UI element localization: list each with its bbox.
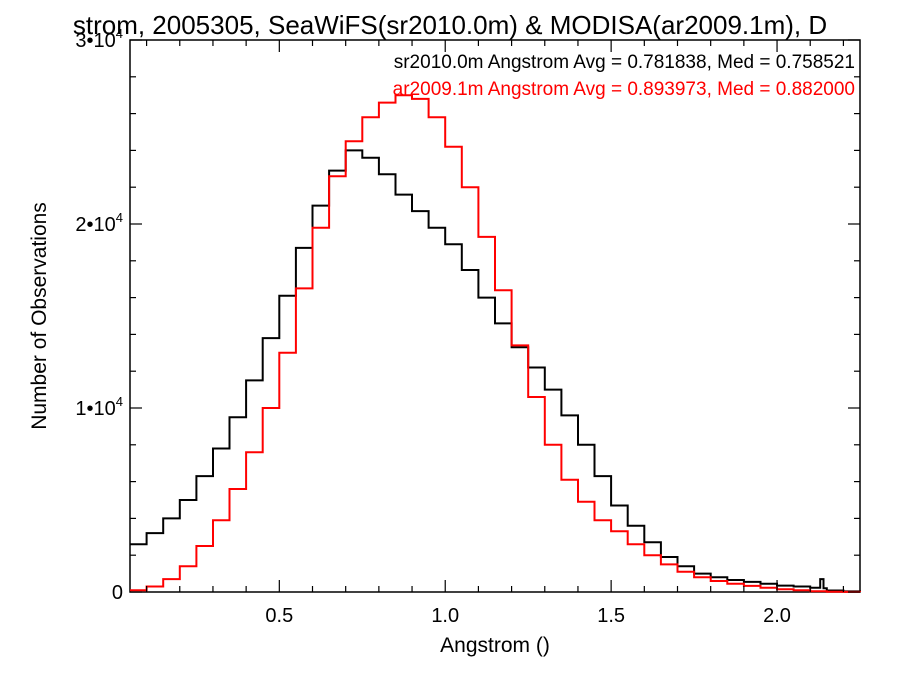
y-tick-label-1: 1•104 bbox=[75, 394, 123, 420]
legend-entry-sr2010: sr2010.0m Angstrom Avg = 0.781838, Med =… bbox=[394, 52, 855, 73]
x-tick-label-1: 1.0 bbox=[431, 605, 459, 627]
legend-entry-ar2009: ar2009.1m Angstrom Avg = 0.893973, Med =… bbox=[393, 79, 855, 100]
x-tick-label-0: 0.5 bbox=[265, 605, 293, 627]
y-axis-label: Number of Observations bbox=[28, 202, 51, 430]
plot-area: 0.5 1.0 1.5 2.0 0 1•104 2•104 3•104 bbox=[75, 26, 861, 627]
y-tick-label-0: 0 bbox=[112, 582, 123, 604]
y-axis: 0 1•104 2•104 3•104 bbox=[75, 26, 860, 604]
series-line-1 bbox=[130, 94, 861, 593]
x-axis: 0.5 1.0 1.5 2.0 bbox=[145, 40, 845, 627]
x-tick-label-3: 2.0 bbox=[763, 605, 791, 627]
legend: sr2010.0m Angstrom Avg = 0.781838, Med =… bbox=[393, 52, 855, 100]
series-line-0 bbox=[130, 149, 861, 593]
y-tick-label-2: 2•104 bbox=[75, 210, 123, 236]
y-tick-label-3: 3•104 bbox=[75, 26, 123, 52]
x-axis-label: Angstrom () bbox=[440, 634, 550, 657]
plot-frame bbox=[129, 39, 861, 593]
chart-title: strom, 2005305, SeaWiFS(sr2010.0m) & MOD… bbox=[73, 10, 827, 40]
x-tick-label-2: 1.5 bbox=[597, 605, 625, 627]
series-layer bbox=[130, 94, 861, 593]
